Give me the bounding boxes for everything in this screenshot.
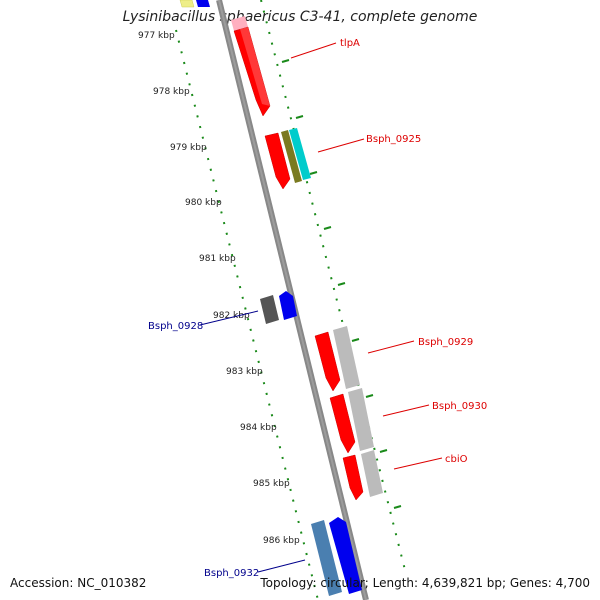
gene-red-cbiO (342, 454, 364, 501)
gene-gray-cbiO (361, 450, 383, 497)
tick-label: 985 kbp (253, 479, 290, 489)
gene-red-0929 (314, 331, 341, 392)
gene-red-0930 (329, 393, 356, 454)
gene-blue-partial (196, 0, 210, 7)
gene-gray-0929 (333, 326, 360, 389)
label-leaders (199, 42, 443, 573)
tick-labels: 977 kbp 978 kbp 979 kbp 980 kbp 981 kbp … (138, 31, 300, 546)
map-title: Lysinibacillus sphaericus C3-41, complet… (122, 9, 478, 25)
tick-label: 978 kbp (153, 87, 190, 97)
tick-label: 984 kbp (240, 423, 277, 433)
tick-label: 981 kbp (199, 254, 236, 264)
tick-label: 986 kbp (263, 536, 300, 546)
gene-gray-0930 (348, 388, 374, 451)
gene-red-0925a (264, 132, 291, 190)
gene-dark-gray-0928 (260, 295, 279, 324)
gene-label-tlpA: tlpA (340, 38, 360, 49)
accession-text: Accession: NC_010382 (10, 576, 147, 590)
tick-label: 983 kbp (226, 367, 263, 377)
gene-label-bsph-0925: Bsph_0925 (366, 134, 421, 145)
gene-yellow-partial (179, 0, 195, 8)
gene-label-bsph-0929: Bsph_0929 (418, 337, 473, 348)
tick-label: 980 kbp (185, 198, 222, 208)
gene-label-bsph-0930: Bsph_0930 (432, 401, 487, 412)
genome-summary-text: Topology: circular; Length: 4,639,821 bp… (260, 576, 590, 590)
tick-label: 979 kbp (170, 143, 207, 153)
gene-blue-0928 (279, 291, 297, 320)
gene-label-cbiO: cbiO (445, 454, 468, 465)
gene-labels: tlpA Bsph_0925 Bsph_0928 Bsph_0929 Bsph_… (148, 38, 487, 579)
genes (179, 0, 383, 596)
kbp-tick-marks (281, 59, 402, 509)
tick-label: 977 kbp (138, 31, 175, 41)
gene-steel-0932 (311, 520, 342, 596)
gene-blue-0932 (329, 517, 362, 594)
gene-label-bsph-0932: Bsph_0932 (204, 568, 259, 579)
gene-cyan-0925 (289, 128, 311, 180)
gene-label-bsph-0928: Bsph_0928 (148, 321, 203, 332)
tick-label: 982 kbp (213, 311, 250, 321)
gene-olive-0925 (281, 130, 302, 183)
gene-tlpA-cap (231, 16, 248, 31)
